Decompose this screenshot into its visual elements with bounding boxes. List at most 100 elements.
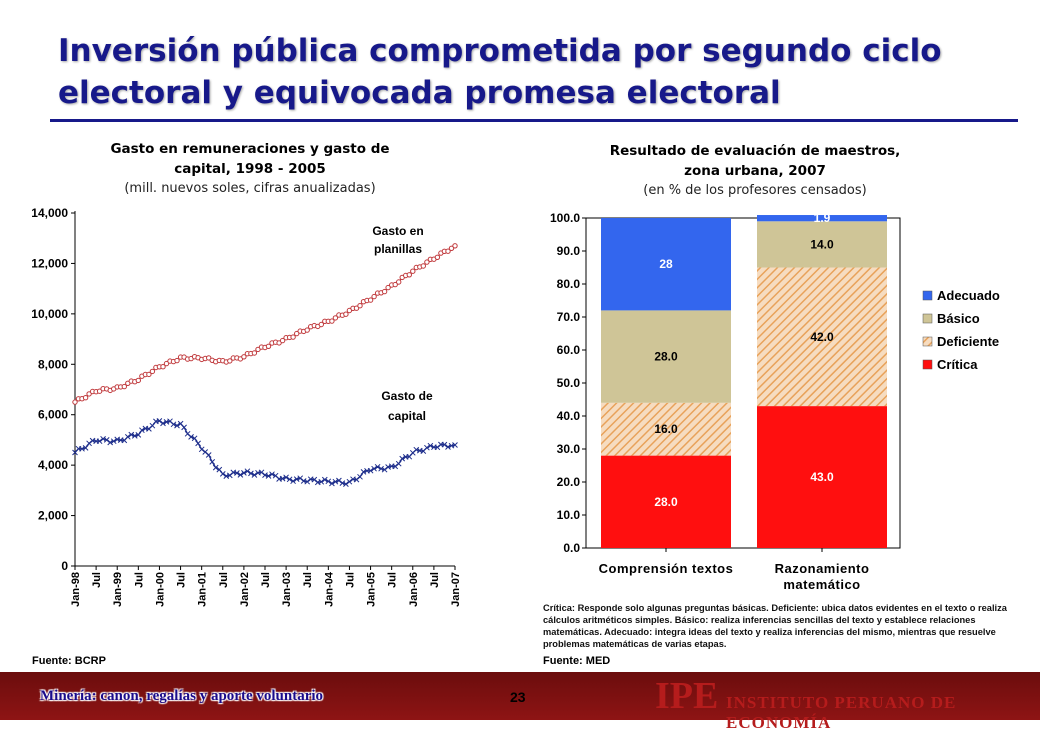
point-planillas xyxy=(279,337,286,344)
point-capital xyxy=(86,440,92,447)
y-tick-label: 6,000 xyxy=(38,408,68,422)
point-planillas xyxy=(332,315,339,321)
point-capital xyxy=(395,460,402,467)
point-planillas xyxy=(452,243,458,249)
y-tick-label: 40.0 xyxy=(557,409,581,423)
point-planillas xyxy=(424,259,430,265)
y-tick-label: 100.0 xyxy=(550,211,580,225)
point-capital xyxy=(107,439,114,446)
point-capital xyxy=(293,476,300,482)
bar-segment-deficiente xyxy=(757,267,887,407)
point-capital xyxy=(219,471,226,477)
point-planillas xyxy=(343,311,349,317)
point-planillas xyxy=(385,284,391,291)
point-capital xyxy=(131,433,138,439)
x-tick-label: Jan-99 xyxy=(112,572,124,607)
y-tick-label: 60.0 xyxy=(557,343,581,357)
point-capital xyxy=(378,465,384,472)
y-tick-label: 4,000 xyxy=(38,458,68,472)
point-capital xyxy=(427,442,434,449)
legend-swatch-básico xyxy=(922,313,933,324)
bar-value-label: 28.0 xyxy=(654,350,678,364)
legend-swatch-adecuado xyxy=(922,290,933,301)
x-tick-label: Jan-01 xyxy=(197,572,209,607)
right-chart-title-line2: zona urbana, 2007 xyxy=(684,163,826,179)
left-chart-title-line2: capital, 1998 - 2005 xyxy=(174,161,326,177)
point-capital xyxy=(413,446,420,453)
point-capital xyxy=(318,478,325,485)
point-capital xyxy=(149,422,156,429)
bar-value-label: 43.0 xyxy=(810,470,834,484)
bar-segment-crítica xyxy=(757,406,887,548)
point-capital xyxy=(124,433,131,440)
point-capital xyxy=(241,470,247,476)
point-capital xyxy=(339,480,346,486)
y-tick-label: 10.0 xyxy=(557,508,581,522)
y-tick-label: 90.0 xyxy=(557,244,581,258)
point-capital xyxy=(100,435,106,442)
point-capital xyxy=(110,438,117,445)
bar-value-label: 42.0 xyxy=(810,330,834,344)
point-planillas xyxy=(163,360,170,367)
series-label-planillas-line2: planillas xyxy=(374,242,422,256)
point-capital xyxy=(128,431,135,438)
point-planillas xyxy=(304,327,310,333)
point-planillas xyxy=(367,297,374,303)
left-chart-title: Gasto en remuneraciones y gasto de capit… xyxy=(60,139,440,199)
point-capital xyxy=(237,472,244,478)
y-tick-label: 70.0 xyxy=(557,310,581,324)
page-number: 23 xyxy=(510,689,526,705)
point-planillas xyxy=(420,263,426,269)
point-capital xyxy=(262,472,268,478)
point-capital xyxy=(392,463,399,470)
point-planillas xyxy=(227,358,233,364)
legend-label: Crítica xyxy=(937,357,978,372)
point-capital xyxy=(216,466,223,473)
point-planillas xyxy=(410,268,416,274)
x-tick-label: Jul xyxy=(387,572,399,588)
point-planillas xyxy=(86,391,92,397)
point-planillas xyxy=(251,350,258,356)
point-capital xyxy=(156,418,163,424)
point-planillas xyxy=(135,377,142,384)
point-capital xyxy=(336,477,342,484)
right-chart-source: Fuente: MED xyxy=(543,655,611,667)
point-capital xyxy=(360,469,367,475)
point-capital xyxy=(332,478,339,485)
point-planillas xyxy=(294,330,300,337)
left-chart-source: Fuente: BCRP xyxy=(32,655,106,667)
x-tick-label: Jul xyxy=(302,572,314,588)
point-planillas xyxy=(290,334,296,340)
bar-segment-crítica xyxy=(601,455,731,548)
point-planillas xyxy=(448,245,455,251)
bar-segment-deficiente xyxy=(601,402,731,456)
point-capital xyxy=(424,444,430,451)
x-tick-label: Jan-03 xyxy=(281,572,293,607)
y-tick-label: 80.0 xyxy=(557,277,581,291)
x-tick-label: Jul xyxy=(260,572,272,588)
point-planillas xyxy=(206,355,212,361)
bar-segment-básico xyxy=(757,221,887,268)
legend-label: Básico xyxy=(937,311,980,326)
x-tick-label: Jan-06 xyxy=(408,572,420,607)
slide-title: Inversión pública comprometida por segun… xyxy=(58,33,942,111)
point-capital xyxy=(251,472,258,478)
point-capital xyxy=(367,467,374,474)
point-capital xyxy=(283,474,289,481)
point-planillas xyxy=(353,305,360,311)
y-tick-label: 0.0 xyxy=(563,541,580,555)
bar-segment-básico xyxy=(601,310,731,403)
legend-swatch-crítica xyxy=(922,359,933,370)
bar-segment-adecuado xyxy=(757,215,887,222)
x-tick-label: Jul xyxy=(218,572,230,588)
x-tick-label: Jan-02 xyxy=(239,572,251,607)
point-capital xyxy=(174,422,180,429)
stacked-bar-chart: 0.0 10.0 20.0 30.0 40.0 50.0 60.0 70.0 80.0 90.0 1… xyxy=(550,211,1000,592)
point-capital xyxy=(325,478,332,485)
point-capital xyxy=(265,473,272,479)
x-tick-label: Jul xyxy=(429,572,441,588)
x-category-label: Comprensión textos xyxy=(599,561,734,576)
point-capital xyxy=(304,478,311,485)
point-planillas xyxy=(329,318,335,324)
point-capital xyxy=(82,445,89,451)
